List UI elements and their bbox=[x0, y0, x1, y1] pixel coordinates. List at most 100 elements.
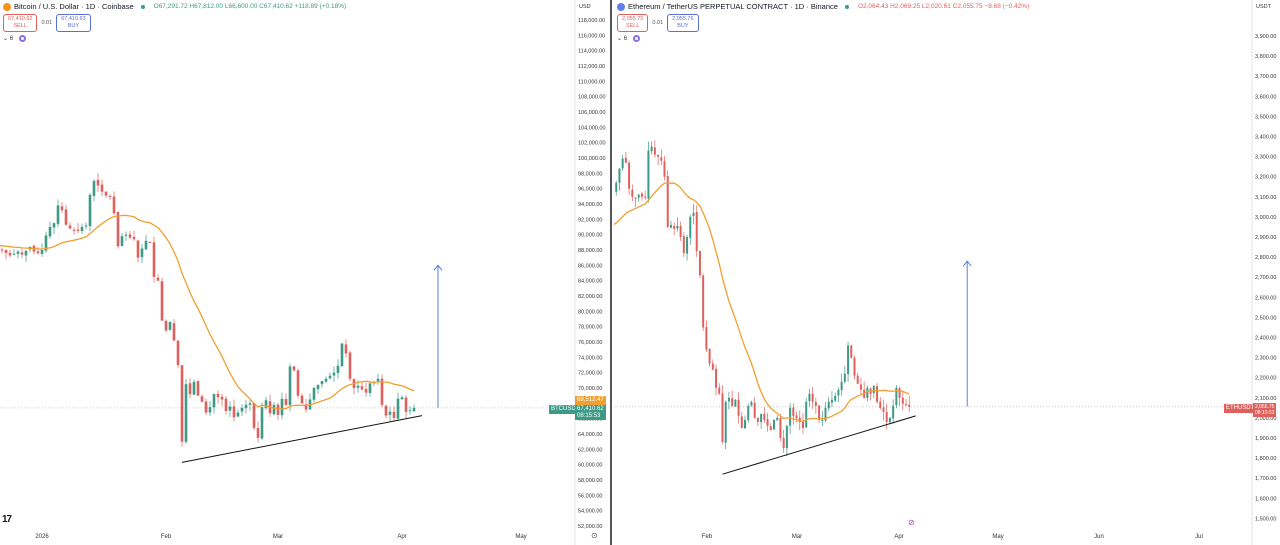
candle-body bbox=[340, 343, 344, 366]
candle-body bbox=[80, 227, 84, 232]
candle-body bbox=[895, 387, 898, 406]
support-trendline[interactable] bbox=[722, 415, 916, 475]
time-tick-label: May bbox=[992, 534, 1003, 540]
candle-body bbox=[412, 407, 416, 412]
price-tick-label: 62,000.00 bbox=[578, 447, 602, 453]
candle-body bbox=[0, 249, 4, 251]
candle-body bbox=[272, 404, 276, 415]
price-tick-label: 98,000.00 bbox=[578, 171, 602, 177]
price-tick-label: 110,000.00 bbox=[578, 79, 605, 85]
sell-price: 2,055.75 bbox=[622, 16, 644, 22]
sell-button[interactable]: 2,055.75 SELL bbox=[617, 14, 649, 32]
currency-selector[interactable]: USDT bbox=[1256, 4, 1271, 10]
candle-body bbox=[296, 370, 300, 396]
tradingview-logo[interactable]: 17 bbox=[2, 514, 12, 525]
candle-body bbox=[244, 404, 248, 409]
buy-button[interactable]: 67,410.63 BUY bbox=[56, 14, 91, 32]
candle-body bbox=[711, 363, 714, 370]
price-tick-label: 84,000.00 bbox=[578, 279, 602, 285]
eth-chart-panel[interactable]: 3,900.00 3,800.00 3,700.00 3,600.00 3,500.00… bbox=[614, 0, 1280, 545]
candle-body bbox=[876, 386, 879, 402]
candle-body bbox=[64, 209, 68, 225]
candle-body bbox=[172, 323, 176, 341]
candle-body bbox=[818, 405, 821, 420]
candle-body bbox=[811, 393, 814, 402]
buy-button[interactable]: 2,055.76 BUY bbox=[667, 14, 699, 32]
candle-body bbox=[224, 398, 228, 412]
sell-label: SELL bbox=[13, 23, 27, 29]
buy-price: 2,055.76 bbox=[672, 16, 694, 22]
candle-body bbox=[785, 425, 788, 449]
price-tick-label: 3,700.00 bbox=[1255, 74, 1276, 80]
candle-body bbox=[212, 394, 216, 408]
candle-body bbox=[392, 411, 396, 418]
quantity[interactable]: 0.01 bbox=[652, 20, 664, 26]
bar-countdown: 08:15:53 bbox=[577, 412, 601, 419]
btc-chart-canvas[interactable]: 118,000.00 116,000.00 114,000.00 112,000.00… bbox=[0, 0, 612, 545]
time-tick-label: Jul bbox=[1195, 534, 1203, 540]
quantity[interactable]: 0.01 bbox=[41, 20, 53, 26]
candle-body bbox=[288, 366, 292, 406]
price-tick-label: 52,000.00 bbox=[578, 524, 602, 530]
candle-body bbox=[188, 383, 192, 395]
candle-body bbox=[324, 378, 328, 382]
moving-average-line bbox=[614, 182, 910, 422]
moving-average-line bbox=[0, 214, 415, 410]
candle-body bbox=[376, 378, 380, 382]
candle-body bbox=[8, 252, 12, 256]
candle-body bbox=[779, 417, 782, 438]
candle-body bbox=[332, 372, 336, 376]
candle-body bbox=[872, 385, 875, 394]
ma-price-label: 68,512.47 bbox=[575, 396, 606, 405]
candle-body bbox=[660, 157, 663, 161]
price-tick-label: 3,200.00 bbox=[1255, 175, 1276, 181]
candle-body bbox=[888, 417, 891, 423]
candle-body bbox=[248, 403, 252, 405]
candle-body bbox=[721, 393, 724, 443]
btc-chart-panel[interactable]: 118,000.00 116,000.00 114,000.00 112,000.00… bbox=[0, 0, 612, 545]
candle-body bbox=[152, 242, 156, 277]
candle-body bbox=[631, 189, 634, 197]
price-tick-label: 3,600.00 bbox=[1255, 94, 1276, 100]
candle-body bbox=[901, 397, 904, 404]
currency-selector[interactable]: USD bbox=[579, 4, 591, 10]
price-tick-label: 60,000.00 bbox=[578, 463, 602, 469]
candle-body bbox=[56, 205, 60, 224]
symbol-title[interactable]: Bitcoin / U.S. Dollar · 1D · Coinbase bbox=[14, 2, 134, 11]
price-tick-label: 64,000.00 bbox=[578, 432, 602, 438]
candle-body bbox=[653, 147, 656, 155]
price-tick-label: 2,300.00 bbox=[1255, 356, 1276, 362]
support-trendline[interactable] bbox=[181, 415, 423, 463]
eth-chart-canvas[interactable]: 3,900.00 3,800.00 3,700.00 3,600.00 3,500.00… bbox=[614, 0, 1280, 545]
indicator-settings-icon[interactable] bbox=[633, 35, 641, 42]
candle-body bbox=[756, 418, 759, 422]
candle-body bbox=[300, 395, 304, 404]
settings-icon[interactable]: ⊙ bbox=[591, 531, 598, 540]
indicators-toggle[interactable]: ⌄ 6 bbox=[3, 36, 14, 42]
candle-body bbox=[40, 250, 44, 254]
candle-body bbox=[637, 194, 640, 198]
candle-body bbox=[821, 419, 824, 421]
candle-body bbox=[866, 387, 869, 398]
symbol-title[interactable]: Ethereum / TetherUS PERPETUAL CONTRACT ·… bbox=[628, 2, 838, 11]
btc-legend: Bitcoin / U.S. Dollar · 1D · Coinbase O67… bbox=[3, 2, 346, 42]
price-tick-label: 118,000.00 bbox=[578, 18, 605, 24]
candle-body bbox=[773, 419, 775, 430]
buy-label: BUY bbox=[67, 23, 80, 29]
replay-icon[interactable]: ⊘ bbox=[908, 518, 915, 527]
arrow-head-icon bbox=[962, 260, 972, 267]
candle-body bbox=[640, 193, 643, 197]
candle-body bbox=[692, 212, 695, 217]
candle-body bbox=[96, 179, 100, 186]
candle-body bbox=[360, 386, 364, 390]
candle-body bbox=[814, 401, 817, 406]
sell-button[interactable]: 67,410.62 SELL bbox=[3, 14, 38, 32]
candle-body bbox=[698, 250, 701, 276]
candle-body bbox=[100, 184, 104, 192]
eth-legend: Ethereum / TetherUS PERPETUAL CONTRACT ·… bbox=[617, 2, 1029, 42]
indicators-toggle[interactable]: ⌄ 6 bbox=[617, 36, 628, 42]
candle-body bbox=[76, 229, 80, 231]
candle-body bbox=[702, 275, 705, 328]
indicator-settings-icon[interactable] bbox=[19, 35, 27, 42]
price-tick-label: 92,000.00 bbox=[578, 217, 602, 223]
